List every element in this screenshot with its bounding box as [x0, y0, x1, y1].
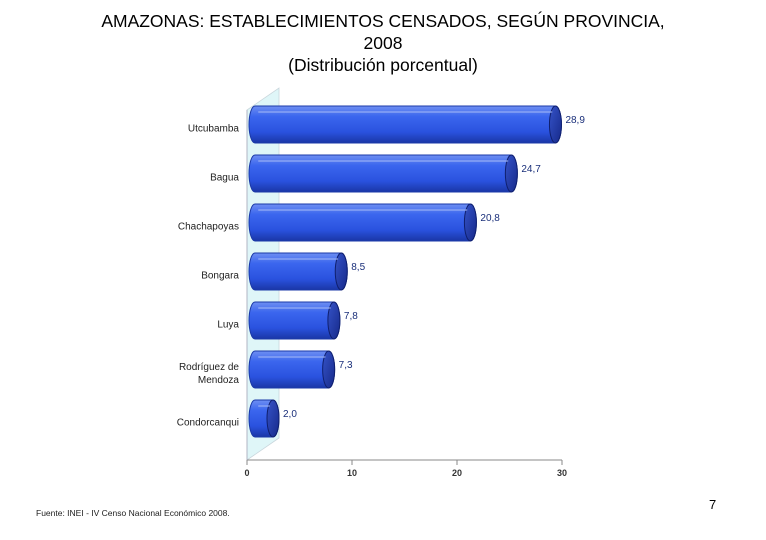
value-label: 20,8: [480, 213, 500, 224]
bar: [248, 154, 518, 193]
value-label: 2,0: [283, 409, 297, 420]
category-label: Bagua: [210, 173, 239, 184]
value-label: 24,7: [521, 164, 541, 175]
value-label: 7,8: [344, 311, 358, 322]
x-axis: 0 10 20 30: [244, 110, 567, 478]
title-line-3: (Distribución porcentual): [288, 55, 478, 75]
page-number: 7: [709, 497, 717, 512]
bar-cap: [322, 350, 336, 389]
category-label: Chachapoyas: [178, 222, 239, 233]
source-note: Fuente: INEI - IV Censo Nacional Económi…: [36, 508, 230, 518]
bar: [248, 399, 280, 438]
bar: [248, 105, 562, 144]
title-line-2: 2008: [363, 33, 403, 53]
category-label: Luya: [217, 320, 239, 331]
bar-cap: [463, 203, 477, 242]
bar: [248, 252, 348, 291]
category-label: Bongara: [201, 271, 239, 282]
bar: [248, 203, 477, 242]
x-tick-label: 0: [244, 468, 249, 478]
value-labels: 28,9 24,7 20,8 8,5 7,8 7,3 2,0: [283, 115, 585, 420]
category-label: Mendoza: [198, 375, 240, 386]
x-tick-label: 30: [557, 468, 567, 478]
category-label: Condorcanqui: [177, 418, 239, 429]
bar-cap: [548, 105, 562, 144]
bars-group: [248, 105, 562, 438]
value-label: 8,5: [351, 262, 365, 273]
value-label: 28,9: [565, 115, 585, 126]
x-tick-label: 20: [452, 468, 462, 478]
bar: [248, 350, 336, 389]
title-line-1: AMAZONAS: ESTABLECIMIENTOS CENSADOS, SEG…: [101, 11, 665, 31]
bar-cap: [504, 154, 518, 193]
category-labels: Utcubamba Bagua Chachapoyas Bongara Luya Rodr…: [177, 124, 240, 429]
category-label: Utcubamba: [188, 124, 240, 135]
bar-cap: [334, 252, 348, 291]
value-label: 7,3: [339, 360, 353, 371]
x-tick-label: 10: [347, 468, 357, 478]
bar-cap: [266, 399, 280, 438]
bar-cap: [327, 301, 341, 340]
bar: [248, 301, 341, 340]
chart-title: AMAZONAS: ESTABLECIMIENTOS CENSADOS, SEG…: [0, 10, 766, 76]
category-label: Rodríguez de: [179, 362, 239, 373]
